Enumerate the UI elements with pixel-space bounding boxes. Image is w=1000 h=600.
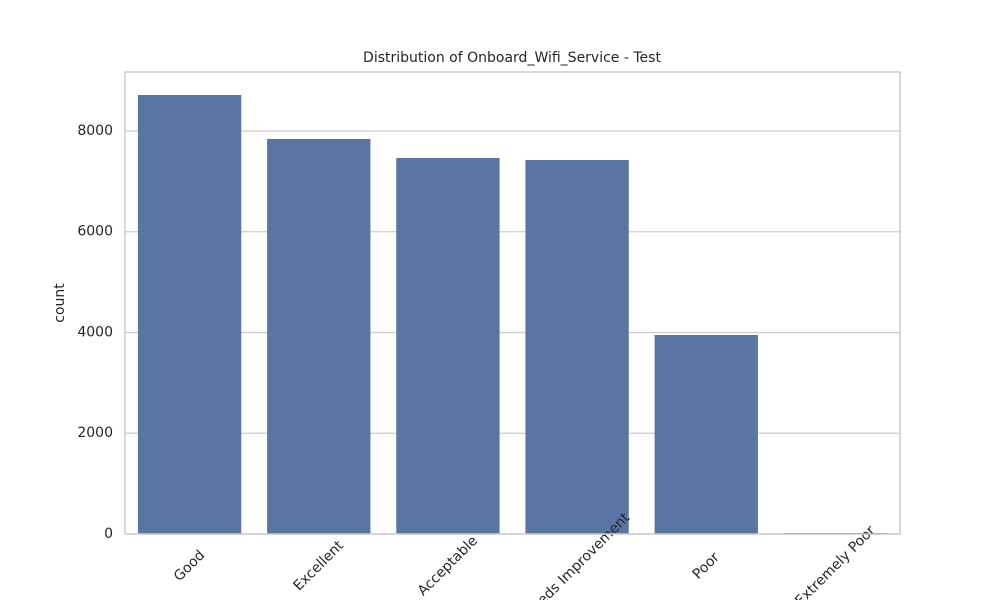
y-tick-label: 6000 [77, 224, 113, 240]
y-tick-label: 4000 [77, 324, 113, 340]
x-tick-label: Acceptable [415, 533, 481, 599]
chart-title: Distribution of Onboard_Wifi_Service - T… [363, 50, 661, 66]
bar [396, 157, 500, 535]
x-tick-label: Excellent [290, 537, 347, 594]
y-tick-label: 2000 [77, 425, 113, 441]
bar [525, 160, 629, 534]
x-tick-label: Good [171, 547, 208, 584]
y-tick-label: 8000 [77, 123, 113, 139]
x-tick-label: Poor [690, 549, 723, 582]
y-axis-label: count [52, 283, 68, 323]
y-tick-label: 0 [104, 526, 113, 542]
bar [267, 139, 371, 535]
plot-frame [124, 71, 901, 535]
bar [654, 335, 758, 534]
bar [137, 94, 242, 534]
